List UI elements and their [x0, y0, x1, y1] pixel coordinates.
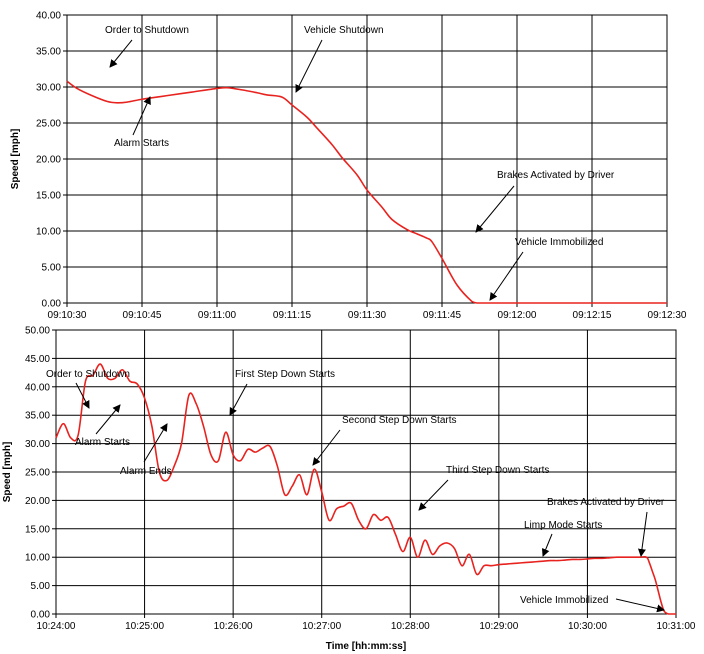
chart-1-x-tick-label: 09:11:00	[198, 310, 237, 321]
chart-2-y-ticks: 0.00 5.00 10.00 15.00 20.00 25.00 30.00 35.00 40…	[25, 326, 56, 621]
annotation-third-step-down: Third Step Down Starts	[446, 465, 549, 476]
annotation-arrow-brakes-activated-2	[637, 511, 648, 557]
chart-2-step-down: 0.00 5.00 10.00 15.00 20.00 25.00 30.00 35.00 40…	[2, 326, 696, 653]
annotation-vehicle-shutdown: Vehicle Shutdown	[304, 25, 384, 36]
chart-1-y-tick-label: 40.00	[36, 11, 61, 22]
chart-2-x-tick-label: 10:24:00	[37, 621, 76, 632]
chart-2-x-tick-label: 10:31:00	[657, 621, 696, 632]
chart-2-y-tick-label: 5.00	[31, 581, 51, 592]
annotation-arrow-vehicle-shutdown	[295, 39, 323, 93]
chart-1-y-tick-label: 20.00	[36, 155, 61, 166]
chart-2-y-tick-label: 40.00	[25, 382, 50, 393]
chart-2-x-tick-label: 10:29:00	[479, 621, 518, 632]
chart-1-y-axis-label: Speed [mph]	[10, 129, 21, 190]
annotation-alarm-starts-2: Alarm Starts	[75, 437, 130, 448]
annotation-arrow-alarm-starts	[132, 96, 151, 136]
chart-1-y-tick-label: 15.00	[36, 191, 61, 202]
chart-1-x-tick-label: 09:10:30	[48, 310, 87, 321]
annotation-arrow-second-step-down	[312, 429, 341, 466]
annotation-arrow-order-to-shutdown	[109, 39, 133, 68]
annotation-arrow-third-step-down	[418, 479, 449, 511]
chart-2-y-axis-label: Speed [mph]	[2, 442, 13, 503]
chart-1-x-tick-label: 09:10:45	[123, 310, 162, 321]
chart-1-x-tick-label: 09:12:00	[498, 310, 537, 321]
chart-1-speed-line	[66, 80, 667, 304]
annotation-arrow-alarm-ends	[143, 423, 168, 463]
annotation-order-to-shutdown: Order to Shutdown	[105, 25, 189, 36]
chart-1-x-tick-label: 09:12:30	[648, 310, 687, 321]
chart-1-y-ticks: 0.00 5.00 10.00 15.00 20.00 25.00 30.00 35.00 40…	[36, 11, 67, 310]
chart-1-annotations: Order to Shutdown Alarm Starts Vehicle S…	[105, 25, 615, 301]
chart-2-x-ticks: 10:24:00 10:25:00 10:26:00 10:27:00 10:28:00…	[37, 614, 696, 632]
chart-1-y-tick-label: 0.00	[42, 299, 62, 310]
annotation-order-to-shutdown-2: Order to Shutdown	[46, 369, 130, 380]
chart-2-x-tick-label: 10:25:00	[125, 621, 164, 632]
chart-2-y-tick-label: 25.00	[25, 468, 50, 479]
chart-2-y-tick-label: 15.00	[25, 524, 50, 535]
annotation-first-step-down: First Step Down Starts	[235, 369, 335, 380]
annotation-arrow-vehicle-immobilized-1	[489, 251, 524, 301]
chart-1-x-tick-label: 09:12:15	[573, 310, 612, 321]
chart-2-x-axis-label: Time [hh:mm:ss]	[326, 641, 406, 652]
chart-1-x-tick-label: 09:11:30	[348, 310, 387, 321]
annotation-arrow-order-to-shutdown-2	[75, 382, 90, 409]
chart-2-y-tick-label: 50.00	[25, 326, 50, 337]
annotation-alarm-starts: Alarm Starts	[114, 138, 169, 149]
annotation-vehicle-immobilized-2: Vehicle Immobilized	[520, 595, 608, 606]
chart-2-annotations: Order to Shutdown Alarm Starts Alarm End…	[46, 369, 665, 613]
annotation-alarm-ends: Alarm Ends	[120, 466, 172, 477]
chart-2-y-tick-label: 45.00	[25, 354, 50, 365]
chart-1-grid	[67, 15, 667, 303]
chart-1-y-tick-label: 5.00	[42, 263, 62, 274]
annotation-brakes-activated-1: Brakes Activated by Driver	[497, 170, 615, 181]
annotation-arrow-brakes-activated-1	[475, 185, 515, 233]
annotation-arrow-first-step-down	[229, 383, 248, 416]
chart-1-x-tick-label: 09:11:15	[273, 310, 312, 321]
chart-1-y-tick-label: 35.00	[36, 47, 61, 58]
chart-1-x-tick-label: 09:11:45	[423, 310, 462, 321]
chart-1-x-ticks: 09:10:30 09:10:45 09:11:00 09:11:15 09:11:30…	[48, 303, 687, 321]
annotation-second-step-down: Second Step Down Starts	[342, 415, 457, 426]
annotation-brakes-activated-2: Brakes Activated by Driver	[547, 497, 665, 508]
chart-2-x-tick-label: 10:28:00	[391, 621, 430, 632]
annotation-limp-mode: Limp Mode Starts	[524, 520, 602, 531]
chart-2-x-tick-label: 10:30:00	[568, 621, 607, 632]
chart-2-speed-line	[55, 363, 676, 615]
chart-2-y-tick-label: 30.00	[25, 439, 50, 450]
chart-1-y-tick-label: 25.00	[36, 119, 61, 130]
chart-2-x-tick-label: 10:27:00	[302, 621, 341, 632]
chart-1-vehicle-shutdown: 0.00 5.00 10.00 15.00 20.00 25.00 30.00 35.00 40…	[10, 11, 687, 322]
chart-1-y-tick-label: 30.00	[36, 83, 61, 94]
annotation-arrow-limp-mode	[541, 533, 553, 557]
chart-2-y-tick-label: 0.00	[31, 610, 51, 621]
chart-2-grid	[56, 330, 676, 614]
chart-2-y-tick-label: 20.00	[25, 496, 50, 507]
chart-1-y-tick-label: 10.00	[36, 227, 61, 238]
chart-2-y-tick-label: 10.00	[25, 553, 50, 564]
chart-2-y-tick-label: 35.00	[25, 411, 50, 422]
annotation-vehicle-immobilized-1: Vehicle Immobilized	[515, 237, 603, 248]
chart-2-x-tick-label: 10:26:00	[214, 621, 253, 632]
annotation-arrow-alarm-starts-2	[95, 404, 121, 435]
annotation-arrow-vehicle-immobilized-2	[615, 598, 665, 613]
